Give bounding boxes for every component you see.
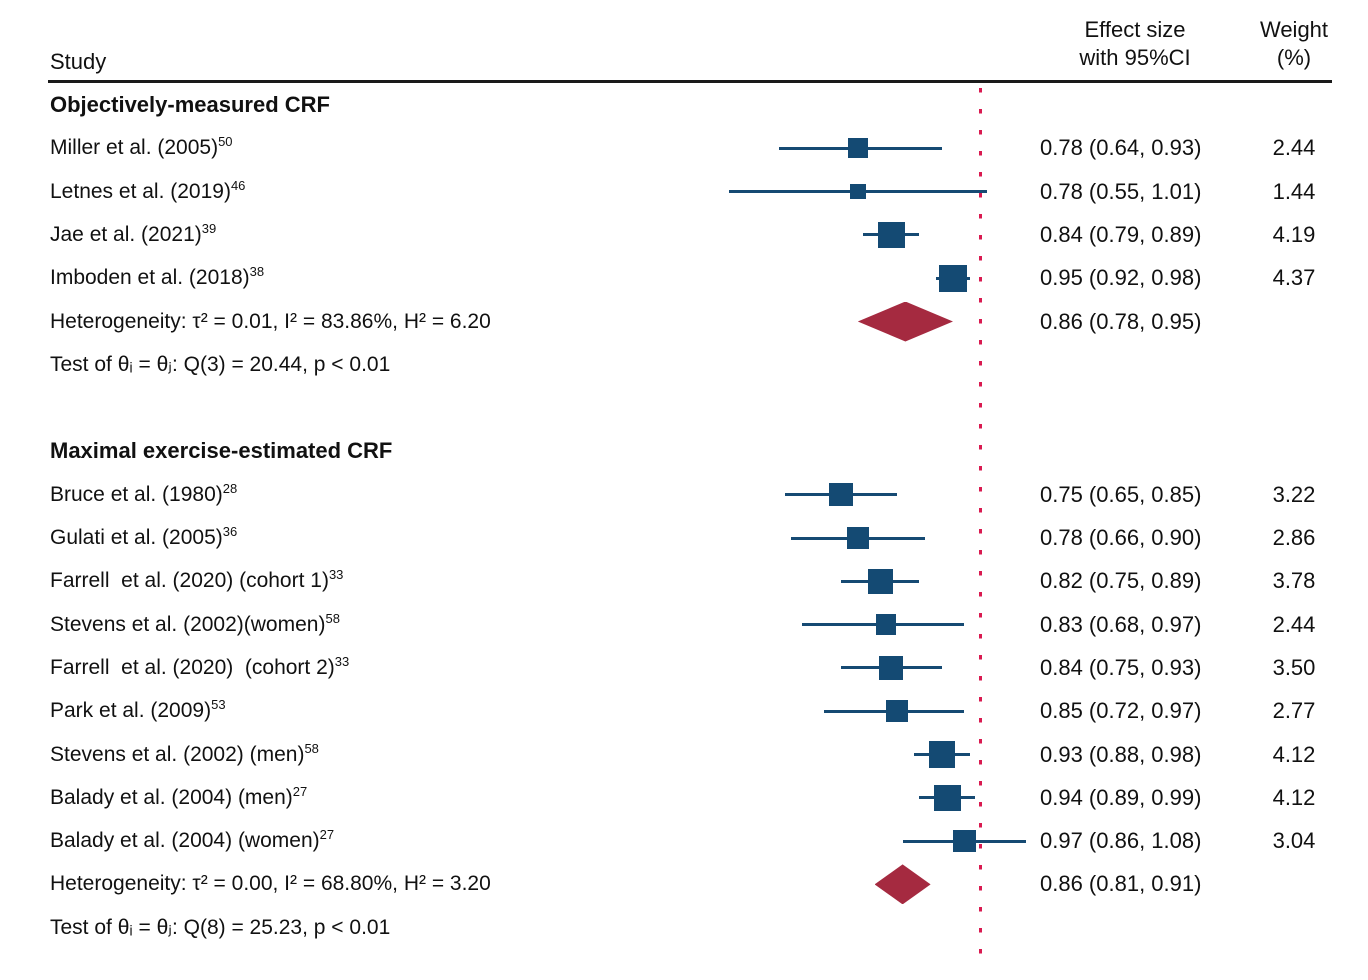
weight-value: 3.04 [1272,828,1316,854]
study-name: Balady et al. (2004) (men) [50,785,293,809]
weight-value: 2.86 [1272,525,1316,550]
column-header-effect-line1: Effect size [1084,17,1186,42]
study-label: Bruce et al. (1980)28 [50,481,237,509]
study-name: Jae et al. (2021) [50,222,202,246]
effect-size-value: 0.84 (0.79, 0.89) [1040,221,1202,247]
weight-value: 2.44 [1272,611,1316,637]
column-header-study: Study [50,49,107,74]
study-label: Letnes et al. (2019)46 [50,178,245,206]
weight-value: 4.12 [1272,741,1316,767]
study-ref-superscript: 38 [249,264,265,280]
heterogeneity-text: Heterogeneity: τ² = 0.00, I² = 68.80%, H… [50,872,491,896]
study-name: Bruce et al. (1980) [50,482,223,506]
summary-effect-value: 0.86 (0.78, 0.95) [1040,308,1202,334]
effect-size-value: 0.82 (0.75, 0.89) [1040,568,1202,594]
weight-value: 2.44 [1272,135,1316,161]
effect-size-value: 0.93 (0.88, 0.98) [1040,741,1202,767]
test-text: Test of θᵢ = θⱼ: Q(3) = 20.44, p < 0.01 [50,352,391,376]
header-rule [48,80,1332,83]
study-ref-superscript: 50 [218,134,233,150]
study-label: Farrell et al. (2020) (cohort 2)33 [50,654,349,682]
study-ref-superscript: 36 [222,524,238,539]
weight-value: 4.19 [1272,221,1316,247]
effect-square [875,614,896,635]
study-label: Balady et al. (2004) (women)27 [50,827,334,855]
summary-diamond [874,864,931,905]
study-label: Jae et al. (2021)39 [50,221,216,249]
study-ref-superscript: 33 [328,567,344,583]
column-header-effect-line2: with 95%CI [1079,45,1191,70]
study-ref-superscript: 46 [230,177,246,193]
column-header-weight-line2: (%) [1276,45,1312,70]
study-label: Farrell et al. (2020) (cohort 1)33 [50,567,343,595]
effect-size-value: 0.83 (0.68, 0.97) [1040,611,1202,637]
weight-value: 3.78 [1272,568,1316,594]
weight-value: 3.50 [1272,654,1316,680]
effect-square [939,264,967,292]
study-name: Stevens et al. (2002)(women) [50,612,326,636]
study-ref-superscript: 27 [319,827,335,843]
effect-size-value: 0.95 (0.92, 0.98) [1040,265,1202,291]
weight-value: 4.12 [1272,784,1316,810]
effect-square [867,568,893,594]
study-name: Gulati et al. (2005) [50,526,223,549]
study-name: Balady et al. (2004) (women) [50,829,320,853]
effect-square [886,700,908,722]
study-name: Farrell et al. (2020) (cohort 1) [50,569,329,593]
study-ref-superscript: 28 [222,480,238,496]
effect-size-value: 0.85 (0.72, 0.97) [1040,698,1202,724]
effect-square [934,784,961,811]
study-label: Gulati et al. (2005)36 [50,524,237,552]
effect-size-value: 0.97 (0.86, 1.08) [1040,828,1202,854]
effect-size-value: 0.78 (0.64, 0.93) [1040,135,1202,161]
weight-value: 2.77 [1272,698,1316,724]
study-ref-superscript: 53 [211,697,226,713]
effect-square [952,829,976,853]
effect-size-value: 0.78 (0.66, 0.90) [1040,525,1202,550]
study-label: Miller et al. (2005)50 [50,134,233,162]
effect-square [928,741,955,768]
column-header-weight-line1: Weight [1259,17,1329,42]
study-ref-superscript: 58 [325,610,340,626]
weight-value: 1.44 [1272,178,1316,204]
weight-value: 4.37 [1272,265,1316,291]
study-name: Letnes et al. (2019) [50,179,231,203]
effect-size-value: 0.75 (0.65, 0.85) [1040,481,1202,507]
study-label: Balady et al. (2004) (men)27 [50,784,307,812]
column-header-effect: Effect size with 95%CI [1040,16,1230,72]
study-ref-superscript: 33 [334,653,350,669]
effect-size-value: 0.84 (0.75, 0.93) [1040,654,1202,680]
group-header: Objectively-measured CRF [50,92,330,117]
study-name: Farrell et al. (2020) (cohort 2) [50,655,335,679]
study-ref-superscript: 39 [201,220,217,236]
study-ref-superscript: 58 [304,740,319,756]
test-text: Test of θᵢ = θⱼ: Q(8) = 25.23, p < 0.01 [50,915,391,939]
study-name: Miller et al. (2005) [50,136,219,160]
effect-square [850,183,866,200]
effect-square [829,483,853,507]
effect-square [846,527,869,549]
effect-square [847,138,868,159]
effect-size-value: 0.78 (0.55, 1.01) [1040,178,1202,204]
reference-line [979,88,982,966]
column-header-weight: Weight (%) [1244,16,1344,72]
heterogeneity-text: Heterogeneity: τ² = 0.01, I² = 83.86%, H… [50,309,491,333]
study-label: Park et al. (2009)53 [50,697,226,725]
study-name: Stevens et al. (2002) (men) [50,742,305,766]
summary-effect-value: 0.86 (0.81, 0.91) [1040,871,1202,897]
study-label: Imboden et al. (2018)38 [50,264,264,292]
weight-value: 3.22 [1272,481,1316,507]
study-label: Stevens et al. (2002) (men)58 [50,741,319,769]
group-header: Maximal exercise-estimated CRF [50,438,393,464]
effect-size-value: 0.94 (0.89, 0.99) [1040,784,1202,810]
effect-square [878,221,905,249]
study-name: Park et al. (2009) [50,699,212,723]
study-ref-superscript: 27 [292,783,308,799]
study-label: Stevens et al. (2002)(women)58 [50,611,340,639]
summary-diamond [857,301,953,342]
study-name: Imboden et al. (2018) [50,266,250,290]
effect-square [879,655,904,680]
